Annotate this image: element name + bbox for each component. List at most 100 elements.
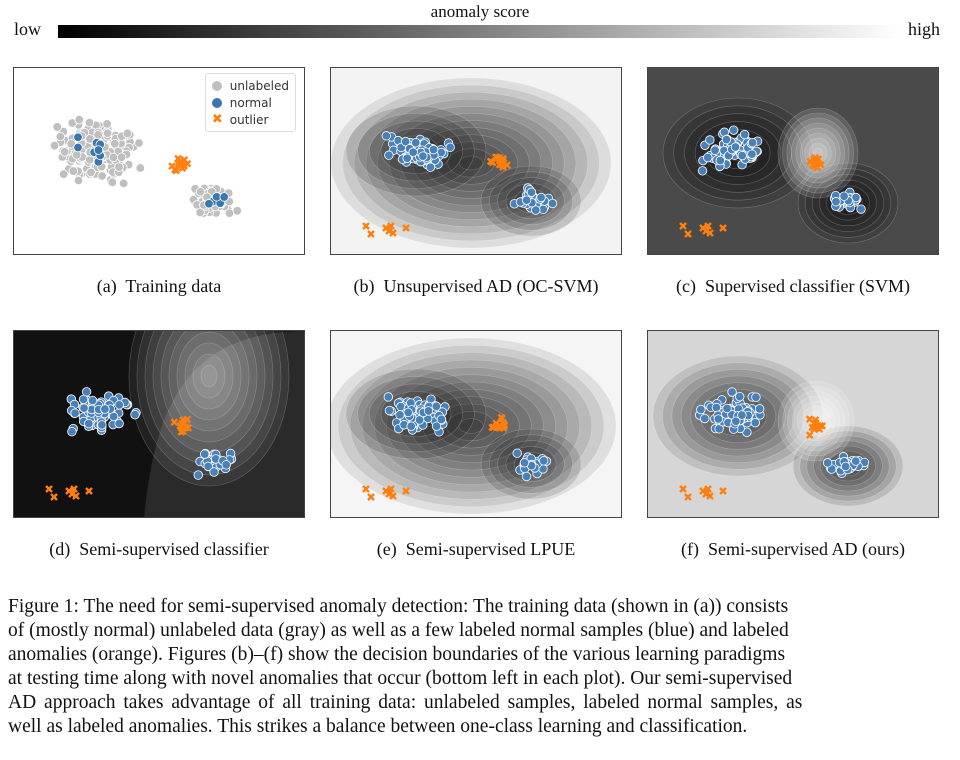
normal-point — [193, 470, 203, 480]
normal-point — [536, 192, 546, 203]
caption-line: AD approach takes advantage of all train… — [8, 692, 803, 713]
normal-point — [539, 456, 549, 466]
normal-point — [73, 142, 83, 153]
normal-point — [383, 392, 393, 402]
novel-anomaly-point — [706, 229, 714, 237]
normal-point — [431, 421, 442, 431]
normal-point — [851, 456, 861, 466]
novel-anomaly-point — [362, 222, 370, 230]
normal-point — [414, 415, 425, 425]
contour-level — [458, 418, 484, 434]
normal-point — [73, 132, 83, 142]
outlier-point — [172, 166, 181, 175]
normal-point — [403, 407, 413, 418]
caption-line: of (mostly normal) unlabeled data (gray)… — [8, 620, 789, 641]
normal-point — [730, 142, 741, 152]
novel-anomaly-point — [68, 490, 76, 498]
novel-anomaly-point — [719, 224, 727, 232]
normal-point — [728, 125, 739, 135]
outlier-point — [170, 418, 179, 427]
unlabeled-point — [134, 138, 144, 148]
normal-point — [747, 137, 758, 148]
normal-point — [747, 149, 757, 159]
normal-point — [547, 198, 558, 209]
normal-point — [78, 394, 89, 405]
contour-level — [389, 113, 553, 213]
caption-e: (e) Semi-supervised LPUE — [376, 539, 576, 559]
outlier-point — [486, 157, 495, 166]
outlier-point — [806, 157, 814, 166]
figure-caption: Figure 1: The need for semi-supervised a… — [8, 595, 954, 739]
novel-anomaly-point — [402, 487, 410, 495]
normal-point — [715, 155, 725, 166]
normal-point — [727, 387, 737, 397]
normal-point — [710, 145, 720, 156]
unlabeled-point — [107, 177, 118, 188]
normal-point — [822, 458, 833, 468]
normal-point — [70, 408, 80, 418]
normal-point — [100, 404, 110, 414]
contour-level — [184, 342, 234, 410]
contour-level — [791, 122, 845, 184]
novel-anomaly-point — [389, 229, 397, 237]
contour-level — [128, 331, 290, 487]
novel-anomaly-point — [706, 492, 714, 500]
normal-point — [384, 405, 395, 416]
legend-label: outlier — [229, 112, 269, 127]
normal-point — [428, 144, 439, 155]
contour-level — [168, 331, 250, 432]
normal-point — [381, 131, 391, 141]
background — [331, 68, 621, 254]
normal-point — [711, 402, 722, 413]
unlabeled-point — [232, 206, 242, 216]
contour-level — [459, 155, 483, 171]
caption-line: Figure 1: The need for semi-supervised a… — [8, 596, 789, 617]
normal-point — [713, 414, 724, 424]
normal-point — [418, 151, 428, 161]
normal-point — [97, 420, 107, 430]
novel-anomaly-point — [704, 222, 712, 230]
novel-anomaly-point — [70, 485, 78, 493]
normal-point — [831, 197, 841, 207]
unlabeled-point — [110, 139, 120, 149]
unlabeled-point — [195, 207, 205, 218]
normal-point — [406, 421, 416, 431]
caption-b: (b) Unsupervised AD (OC-SVM) — [353, 276, 599, 296]
normal-point — [436, 414, 447, 425]
contour-level — [377, 106, 565, 220]
outlier-point — [496, 421, 505, 430]
normal-point — [519, 458, 530, 468]
novel-anomaly-point — [45, 485, 53, 493]
novel-anomaly-point — [402, 224, 410, 232]
novel-anomaly-point — [702, 227, 710, 235]
normal-point — [526, 187, 537, 197]
circle-icon — [211, 80, 222, 91]
novel-anomaly-point — [385, 227, 393, 235]
unlabeled-point — [86, 167, 96, 178]
outlier-point — [495, 160, 504, 169]
novel-anomaly-point — [367, 230, 375, 238]
caption-a: (a) Training data — [96, 276, 222, 296]
caption-f: (f) Semi-supervised AD (ours) — [681, 539, 905, 559]
circle-icon — [211, 97, 222, 108]
caption-d: (d) Semi-supervised classifier — [49, 539, 269, 559]
normal-point — [411, 137, 421, 148]
normal-point — [703, 152, 713, 163]
contour-level — [200, 364, 218, 388]
novel-anomaly-point — [72, 492, 80, 500]
unlabeled-point — [116, 152, 127, 162]
background-region — [144, 331, 304, 517]
contour-level — [192, 353, 226, 399]
legend-label: normal — [229, 95, 272, 110]
outlier-point — [812, 155, 821, 164]
outlier-point — [813, 423, 822, 432]
novel-anomaly-point — [385, 490, 393, 498]
outlier-point — [818, 422, 827, 430]
normal-point — [219, 192, 229, 202]
normal-point — [114, 418, 124, 429]
normal-point — [87, 395, 98, 406]
normal-point — [384, 150, 394, 160]
unlabeled-point — [102, 128, 113, 138]
novel-anomaly-point — [387, 485, 395, 493]
normal-point — [856, 204, 866, 214]
